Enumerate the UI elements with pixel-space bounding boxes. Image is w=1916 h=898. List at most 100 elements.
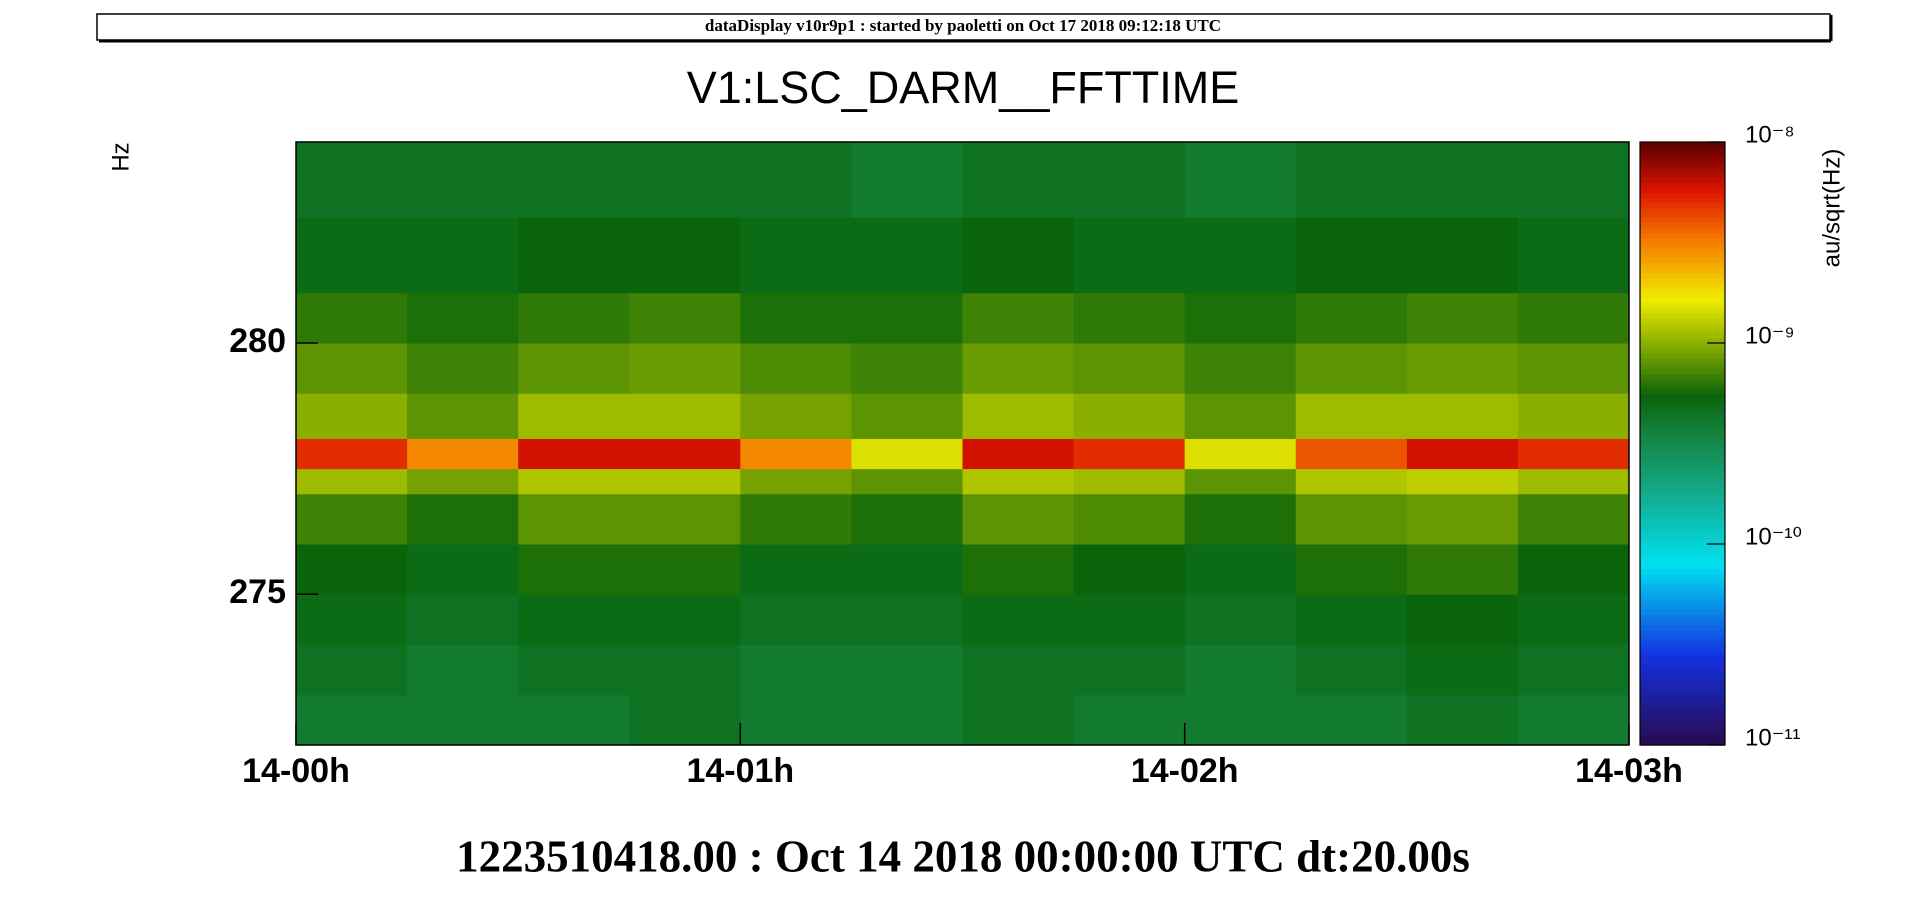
colorbar-swatch — [1640, 287, 1725, 294]
colorbar-swatch — [1640, 654, 1725, 661]
heatmap-cell — [740, 142, 852, 218]
colorbar-tick-label: 10⁻⁹ — [1745, 322, 1795, 349]
heatmap-cell — [851, 544, 963, 595]
colorbar-swatch — [1640, 212, 1725, 218]
heatmap-cell — [1073, 438, 1186, 470]
heatmap-cell — [1073, 544, 1186, 595]
heatmap-cell — [1517, 594, 1630, 645]
colorbar-swatch — [1640, 604, 1725, 610]
heatmap-cell — [1517, 343, 1630, 394]
colorbar-swatch — [1640, 719, 1725, 726]
x-tick-label: 14-00h — [242, 752, 350, 790]
heatmap-cell — [629, 438, 741, 470]
heatmap-cell — [1073, 594, 1186, 645]
colorbar-swatch — [1640, 599, 1725, 605]
heatmap-cell — [962, 644, 1075, 696]
heatmap-cell — [296, 544, 408, 595]
heatmap — [296, 142, 1630, 746]
colorbar-swatch — [1640, 152, 1725, 158]
colorbar-swatch — [1640, 363, 1725, 369]
colorbar-swatch — [1640, 428, 1725, 435]
colorbar-swatch — [1640, 478, 1725, 485]
heatmap-cell — [740, 438, 852, 470]
colorbar-swatch — [1640, 388, 1725, 394]
heatmap-cell — [1295, 142, 1408, 218]
colorbar-swatch — [1640, 393, 1725, 399]
heatmap-cell — [296, 142, 408, 218]
heatmap-cell — [629, 343, 741, 394]
colorbar-swatch — [1640, 629, 1725, 636]
heatmap-cell — [851, 393, 963, 439]
heatmap-cell — [851, 694, 963, 746]
colorbar-swatch — [1640, 453, 1725, 460]
heatmap-cell — [1295, 217, 1408, 294]
heatmap-cell — [1517, 694, 1630, 746]
colorbar-swatch — [1640, 398, 1725, 404]
heatmap-cell — [1517, 292, 1630, 344]
y-tick-label: 280 — [229, 322, 286, 360]
heatmap-cell — [629, 217, 741, 294]
colorbar-swatch — [1640, 227, 1725, 234]
heatmap-cell — [740, 217, 852, 294]
heatmap-cell — [740, 694, 852, 746]
heatmap-cell — [1517, 438, 1630, 470]
colorbar-swatch — [1640, 503, 1725, 510]
heatmap-cell — [851, 343, 963, 394]
heatmap-cell — [1184, 694, 1297, 746]
colorbar-swatch — [1640, 202, 1725, 208]
colorbar-swatch — [1640, 468, 1725, 475]
heatmap-cell — [740, 468, 852, 495]
heatmap-cell — [740, 544, 852, 595]
colorbar-swatch — [1640, 222, 1725, 229]
heatmap-cell — [851, 217, 963, 294]
colorbar-swatch — [1640, 639, 1725, 646]
colorbar-swatch — [1640, 644, 1725, 651]
heatmap-cell — [1406, 292, 1519, 344]
heatmap-cell — [962, 468, 1075, 495]
colorbar-swatch — [1640, 182, 1725, 188]
colorbar-swatch — [1640, 337, 1725, 344]
heatmap-cell — [407, 142, 519, 218]
colorbar-swatch — [1640, 694, 1725, 701]
colorbar-swatch — [1640, 247, 1725, 254]
colorbar-swatch — [1640, 192, 1725, 198]
heatmap-cell — [296, 694, 408, 746]
heatmap-cell — [1517, 544, 1630, 595]
heatmap-cell — [851, 142, 963, 218]
heatmap-cell — [1295, 544, 1408, 595]
heatmap-cell — [1406, 393, 1519, 439]
heatmap-cell — [1184, 393, 1297, 439]
heatmap-cell — [1517, 468, 1630, 495]
colorbar-swatch — [1640, 408, 1725, 414]
colorbar-swatch — [1640, 403, 1725, 409]
heatmap-cell — [1295, 594, 1408, 645]
colorbar-swatch — [1640, 559, 1725, 565]
heatmap-cell — [1073, 468, 1186, 495]
heatmap-cell — [1406, 594, 1519, 645]
x-axis-label: 1223510418.00 : Oct 14 2018 00:00:00 UTC… — [456, 831, 1470, 881]
colorbar-swatch — [1640, 463, 1725, 470]
heatmap-cell — [518, 493, 630, 545]
colorbar-swatch — [1640, 177, 1725, 183]
axes: 275 280 14-00h 14-01h 14-02h 14-03h — [229, 141, 1683, 790]
heatmap-cell — [1184, 217, 1297, 294]
colorbar-swatch — [1640, 147, 1725, 153]
colorbar-swatch — [1640, 704, 1725, 711]
colorbar-swatch — [1640, 423, 1725, 430]
heatmap-cell — [851, 493, 963, 545]
heatmap-cell — [407, 493, 519, 545]
colorbar-swatch — [1640, 187, 1725, 193]
colorbar-swatch — [1640, 674, 1725, 681]
heatmap-cell — [1184, 292, 1297, 344]
colorbar-swatch — [1640, 438, 1725, 445]
colorbar-swatch — [1640, 528, 1725, 535]
colorbar-swatch — [1640, 549, 1725, 555]
heatmap-cell — [518, 468, 630, 495]
colorbar-swatch — [1640, 332, 1725, 339]
heatmap-cell — [1295, 292, 1408, 344]
colorbar-swatch — [1640, 378, 1725, 384]
heatmap-cell — [518, 217, 630, 294]
colorbar-swatch — [1640, 518, 1725, 525]
colorbar-swatch — [1640, 584, 1725, 590]
heatmap-cell — [518, 393, 630, 439]
